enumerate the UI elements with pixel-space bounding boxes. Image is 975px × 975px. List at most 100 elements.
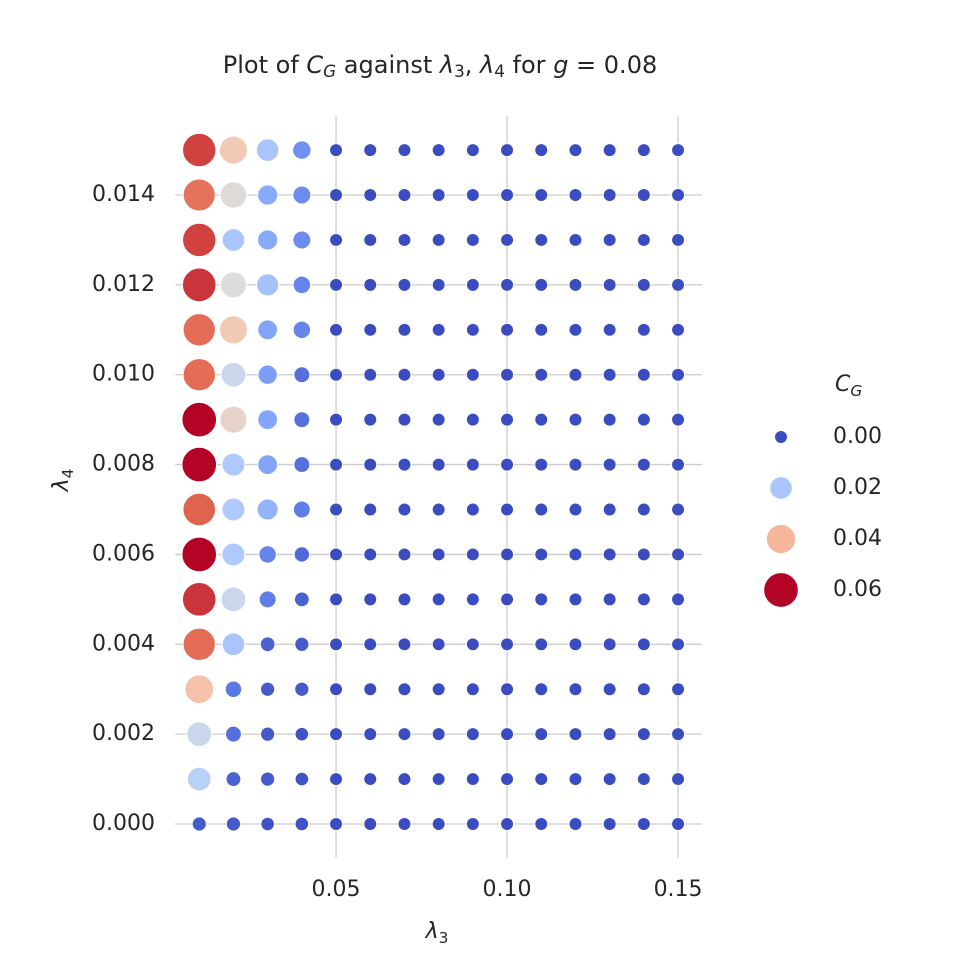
y-tick-label: 0.012: [92, 272, 155, 297]
point: [636, 682, 651, 697]
point: [397, 322, 412, 337]
point: [397, 727, 412, 742]
legend-title: CG​: [835, 372, 862, 400]
point: [602, 232, 617, 247]
point: [363, 367, 378, 382]
point: [257, 454, 279, 475]
point: [568, 412, 583, 427]
point: [363, 412, 378, 427]
point: [431, 502, 446, 517]
point: [500, 367, 515, 382]
point: [329, 592, 344, 607]
point: [397, 232, 412, 247]
point: [397, 772, 412, 787]
point: [181, 536, 218, 573]
y-axis-label: λ4​: [49, 469, 77, 493]
point: [465, 322, 480, 337]
point: [636, 412, 651, 427]
point: [218, 315, 248, 345]
point: [534, 682, 549, 697]
point: [397, 457, 412, 472]
point: [257, 184, 279, 206]
point: [431, 637, 446, 652]
point: [182, 358, 216, 392]
point: [431, 682, 446, 697]
point: [431, 592, 446, 607]
point: [221, 228, 246, 252]
y-tick-label: 0.014: [92, 182, 155, 207]
point: [258, 590, 277, 609]
point: [636, 772, 651, 787]
point: [397, 547, 412, 562]
point: [568, 682, 583, 697]
point: [397, 188, 412, 203]
point: [465, 457, 480, 472]
point: [293, 366, 311, 384]
point: [534, 637, 549, 652]
point: [500, 277, 515, 292]
point: [431, 143, 446, 158]
point: [329, 772, 344, 787]
point: [256, 273, 280, 297]
point: [465, 232, 480, 247]
point: [500, 592, 515, 607]
point: [292, 500, 311, 519]
point: [671, 592, 686, 607]
point: [182, 222, 217, 258]
point: [534, 457, 549, 472]
point: [329, 682, 344, 697]
point: [431, 547, 446, 562]
point: [329, 277, 344, 292]
point: [219, 181, 248, 209]
legend-label: 0.02: [833, 475, 882, 500]
point: [224, 725, 242, 743]
point: [431, 367, 446, 382]
point: [256, 498, 279, 521]
point: [225, 771, 242, 787]
point: [294, 726, 310, 742]
point: [260, 816, 275, 832]
x-tick-label: 0.10: [483, 877, 532, 902]
point: [500, 412, 515, 427]
point: [671, 502, 686, 517]
point: [500, 727, 515, 742]
point: [431, 772, 446, 787]
point: [224, 680, 243, 698]
point: [363, 322, 378, 337]
point: [465, 817, 480, 831]
point: [259, 636, 276, 653]
y-tick-label: 0.004: [92, 631, 155, 656]
point: [568, 367, 583, 382]
point: [219, 271, 248, 299]
point: [186, 766, 212, 792]
point: [184, 674, 215, 705]
point: [363, 232, 378, 247]
point: [329, 143, 344, 158]
point: [465, 637, 480, 652]
point: [534, 772, 549, 787]
point: [293, 411, 311, 429]
point: [568, 277, 583, 292]
point: [257, 319, 279, 341]
point: [363, 772, 378, 787]
point: [363, 727, 378, 742]
point: [671, 232, 686, 247]
point: [636, 637, 651, 652]
point: [397, 502, 412, 517]
point: [636, 817, 651, 831]
point: [636, 367, 651, 382]
legend-marker: [765, 523, 797, 555]
point: [671, 637, 686, 652]
point: [568, 457, 583, 472]
point: [534, 412, 549, 427]
legend-marker: [769, 476, 793, 500]
legend-label: 0.00: [833, 424, 882, 449]
points: [181, 132, 686, 832]
x-tick-label: 0.15: [654, 877, 703, 902]
point: [431, 322, 446, 337]
point: [363, 277, 378, 292]
point: [500, 637, 515, 652]
y-tick-label: 0.008: [92, 452, 155, 477]
point: [636, 188, 651, 203]
point: [602, 502, 617, 517]
